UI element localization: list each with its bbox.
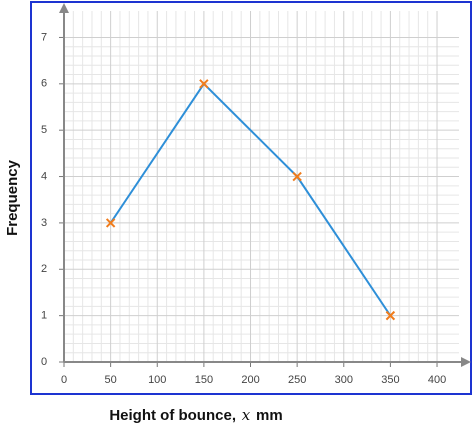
x-tick-label: 350 [381, 374, 399, 386]
y-tick-label: 4 [41, 170, 47, 182]
x-axis-arrow [461, 357, 471, 367]
x-axis-title: Height of bounce, [109, 407, 236, 424]
y-tick-label: 2 [41, 263, 47, 275]
y-tick-label: 3 [41, 217, 47, 229]
data-marker [105, 218, 116, 228]
y-tick-label: 0 [41, 356, 47, 368]
data-marker [385, 310, 396, 321]
x-axis-unit: mm [256, 407, 283, 424]
frame [30, 1, 472, 395]
x-tick-label: 0 [61, 374, 67, 386]
x-tick-label: 50 [105, 374, 117, 386]
x-tick-label: 150 [195, 374, 213, 386]
x-tick-label: 300 [335, 374, 353, 386]
y-tick-label: 6 [41, 78, 47, 90]
y-tick-label: 7 [41, 31, 47, 43]
x-tick-label: 200 [241, 374, 259, 386]
data-marker [292, 171, 302, 182]
x-tick-label: 250 [288, 374, 306, 386]
data-marker [199, 79, 209, 89]
y-axis-arrow [59, 3, 69, 13]
x-axis-variable: x [242, 406, 251, 424]
y-tick-label: 5 [41, 124, 47, 136]
y-axis-title: Frequency [4, 159, 21, 236]
y-tick-label: 1 [41, 310, 47, 322]
x-tick-label: 400 [428, 374, 446, 386]
data-line [109, 82, 392, 317]
x-tick-label: 100 [148, 374, 166, 386]
